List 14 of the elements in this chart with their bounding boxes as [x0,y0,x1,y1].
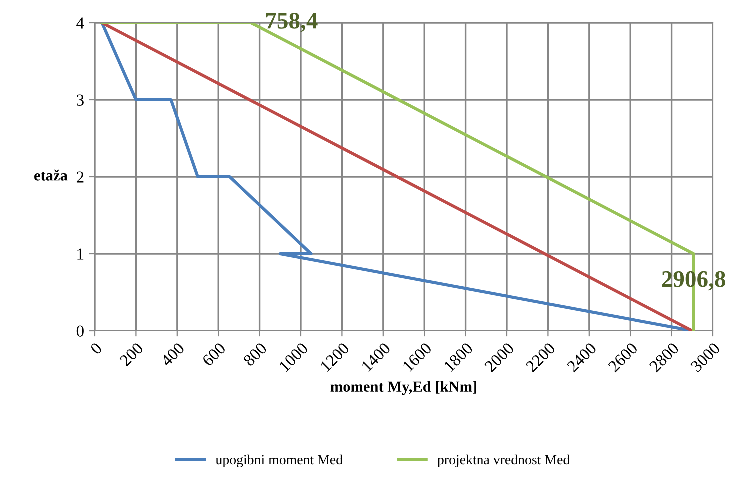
x-tick-label: 800 [242,342,268,367]
legend-label: upogibni moment Med [216,454,343,468]
y-tick-label: 0 [76,326,84,337]
y-axis-title: etaža [34,170,68,181]
y-tick-label: 2 [76,172,84,183]
legend-label: projektna vrednost Med [438,454,570,468]
x-tick-label: 200 [119,342,144,367]
x-tick-label: 600 [202,342,226,367]
x-tick-label: 0 [90,342,103,356]
y-tick-label: 3 [77,94,84,106]
x-tick-label: 400 [160,342,186,368]
y-tick-label: 1 [78,248,84,260]
y-tick-label: 4 [76,18,84,29]
x-axis-title: moment My,Ed [kNm] [330,381,476,396]
